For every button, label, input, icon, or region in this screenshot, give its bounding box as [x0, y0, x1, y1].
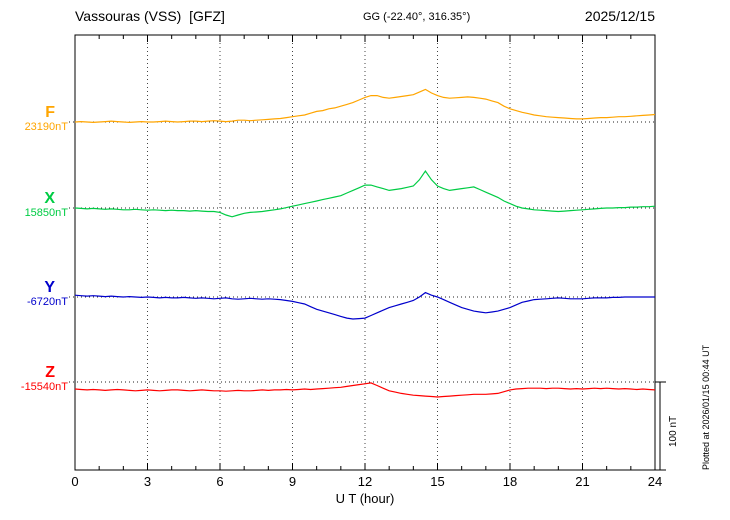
channel-Z-label: Z [45, 364, 55, 381]
x-tick-label-24: 24 [647, 474, 663, 489]
trace-Y [74, 291, 655, 320]
channel-Y-label: Y [44, 279, 55, 296]
channel-X-baseline-value: 15850nT [24, 207, 68, 219]
x-tick-label-6: 6 [216, 474, 224, 489]
trace-X [74, 169, 656, 218]
plotted-at-note: Plotted at 2026/01/15 00:44 UT [701, 344, 711, 470]
x-tick-label-0: 0 [71, 474, 79, 489]
channel-F: F 23190nT [0, 104, 68, 134]
channel-X-label: X [44, 190, 55, 207]
plot-date: 2025/12/15 [584, 8, 655, 24]
trace-F [74, 88, 656, 124]
x-tick-label-15: 15 [430, 474, 445, 489]
channel-Z: Z -15540nT [0, 364, 68, 394]
channel-F-baseline-value: 23190nT [24, 121, 68, 133]
channel-X: X 15850nT [0, 190, 68, 220]
x-tick-label-18: 18 [502, 474, 518, 489]
channel-Y-baseline-value: -6720nT [27, 296, 68, 308]
x-tick-label-3: 3 [143, 474, 152, 489]
x-tick-label-9: 9 [288, 474, 297, 489]
plot-frame [74, 34, 656, 471]
scalebar-label: 100 nT [668, 415, 679, 447]
station-title: Vassouras (VSS) [GFZ] [75, 8, 225, 24]
channel-Z-baseline-value: -15540nT [20, 381, 68, 393]
x-tick-label-21: 21 [575, 474, 590, 489]
x-tick-label-12: 12 [357, 474, 373, 489]
x-axis-tick-labels: 0 3 6 9 12 15 18 21 24 [0, 474, 730, 490]
x-axis-title: U T (hour) [335, 491, 395, 506]
trace-Z [74, 382, 656, 398]
geographic-coords: GG (-22.40°, 316.35°) [363, 11, 471, 23]
channel-Y: Y -6720nT [0, 279, 68, 309]
channel-F-label: F [45, 104, 55, 121]
